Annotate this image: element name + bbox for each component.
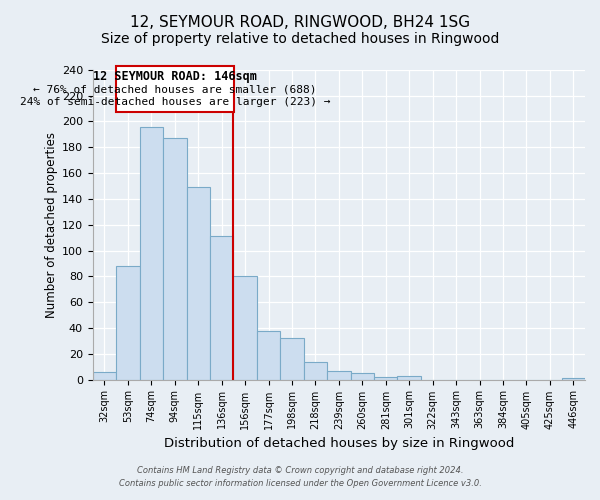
Bar (397, 376, 421, 380)
Bar (374, 377, 397, 380)
Bar (233, 276, 257, 380)
Text: Contains HM Land Registry data © Crown copyright and database right 2024.
Contai: Contains HM Land Registry data © Crown c… (119, 466, 481, 487)
Bar (116, 266, 140, 380)
Text: 24% of semi-detached houses are larger (223) →: 24% of semi-detached houses are larger (… (20, 97, 330, 107)
Bar (210, 236, 233, 380)
Bar (350, 373, 374, 380)
Bar (327, 370, 350, 380)
Bar (304, 362, 327, 380)
Bar (257, 330, 280, 380)
Bar (93, 372, 116, 380)
Bar (280, 338, 304, 380)
Bar (140, 126, 163, 380)
FancyBboxPatch shape (116, 66, 234, 112)
Text: Size of property relative to detached houses in Ringwood: Size of property relative to detached ho… (101, 32, 499, 46)
Text: 12, SEYMOUR ROAD, RINGWOOD, BH24 1SG: 12, SEYMOUR ROAD, RINGWOOD, BH24 1SG (130, 15, 470, 30)
Text: 12 SEYMOUR ROAD: 146sqm: 12 SEYMOUR ROAD: 146sqm (93, 70, 257, 82)
Bar (163, 138, 187, 380)
Bar (562, 378, 585, 380)
X-axis label: Distribution of detached houses by size in Ringwood: Distribution of detached houses by size … (164, 437, 514, 450)
Y-axis label: Number of detached properties: Number of detached properties (44, 132, 58, 318)
Text: ← 76% of detached houses are smaller (688): ← 76% of detached houses are smaller (68… (33, 84, 317, 94)
Bar (187, 188, 210, 380)
